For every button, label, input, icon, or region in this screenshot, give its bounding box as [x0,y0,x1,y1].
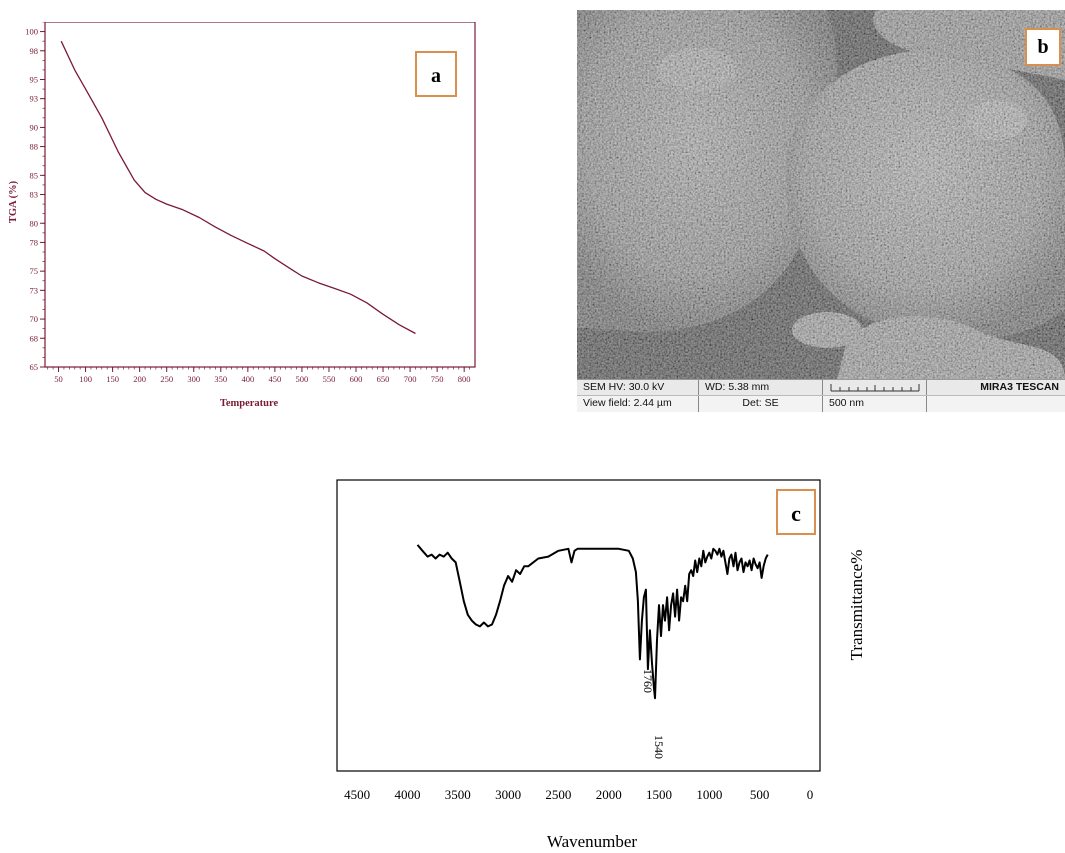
sem-view-field: View field: 2.44 µm [577,396,699,412]
ftir-x-tick-label: 4500 [344,787,370,802]
ftir-plot-frame [336,479,821,772]
panel-b-badge: b [1025,28,1061,66]
tga-x-tick-label: 250 [160,374,173,384]
tga-y-tick-label: 65 [30,362,39,372]
panel-c-badge-label: c [791,501,801,526]
sem-scale-bar [823,380,927,396]
tga-x-tick-label: 450 [268,374,281,384]
tga-y-tick-label: 95 [30,75,39,85]
sem-micrograph-panel: b SEM HV: 30.0 kV WD: 5.38 mm MIRA3 TESC… [577,10,1065,412]
tga-x-tick-label: 600 [350,374,363,384]
tga-x-tick-label: 550 [323,374,336,384]
ftir-annotation-1760: 1760 [641,669,655,693]
ftir-annotation-1540: 1540 [652,735,666,759]
tga-series-line-0 [60,40,416,335]
tga-y-tick-label: 68 [30,333,39,343]
sem-info-bar-top: SEM HV: 30.0 kV WD: 5.38 mm MIRA3 TESCAN [577,379,1065,396]
ftir-y-axis-label: Transmittance% [847,550,866,661]
ftir-x-tick-label: 0 [807,787,814,802]
tga-y-tick-label: 88 [30,142,39,152]
tga-x-tick-label: 200 [133,374,146,384]
tga-y-tick-label: 78 [30,237,39,247]
panel-a-badge-label: a [431,65,441,87]
tga-y-tick-label: 100 [25,27,38,37]
tga-y-tick-label: 75 [30,266,39,276]
ftir-x-tick-label: 2500 [545,787,571,802]
tga-x-tick-label: 150 [106,374,119,384]
tga-x-tick-label: 400 [241,374,254,384]
tga-y-tick-label: 93 [30,94,39,104]
sem-bar-spacer [927,396,1065,412]
tga-y-tick-label: 90 [30,122,39,132]
tga-x-tick-label: 500 [296,374,309,384]
sem-wd: WD: 5.38 mm [699,380,823,396]
panel-c-badge-box [776,489,816,535]
sem-info-bar-bottom: View field: 2.44 µm Det: SE 500 nm [577,395,1065,412]
tga-plot-frame [44,22,476,368]
panel-a-badge-box [415,51,457,97]
tga-y-tick-label: 70 [30,314,39,324]
panel-b-badge-label: b [1037,35,1049,58]
tga-x-tick-label: 800 [458,374,471,384]
sem-brand: MIRA3 TESCAN [980,381,1059,393]
tga-x-tick-label: 750 [431,374,444,384]
ftir-x-axis-label: Wavenumber [547,832,638,851]
ftir-chart: 4500 4000 3500 3000 2500 2000 1500 1000 500 0 176… [336,479,866,851]
sem-micrograph-image [577,10,1065,380]
ftir-series [416,544,769,700]
ftir-x-tick-label: 1000 [696,787,722,802]
tga-x-tick-label: 100 [79,374,92,384]
tga-x-tick-label: 350 [214,374,227,384]
sem-detector: Det: SE [699,396,823,412]
ftir-x-tick-label: 3500 [445,787,471,802]
tga-y-axis-label: TGA (%) [8,180,19,223]
ftir-x-tick-label: 1500 [646,787,672,802]
tga-y-tick-label: 83 [30,190,39,200]
tga-y-tick-label: 73 [30,285,39,295]
tga-x-tick-label: 300 [187,374,200,384]
ftir-x-ticks: 4500 4000 3500 3000 2500 2000 1500 1000 500 0 [344,787,813,802]
tga-y-ticks: 65 68 70 73 75 78 80 83 85 88 90 93 95 98 100 [25,22,45,372]
tga-x-tick-label: 50 [54,374,63,384]
tga-x-ticks: 50 100 150 200 250 300 350 400 450 500 550 600 650 70… [47,367,471,384]
tga-y-tick-label: 80 [30,218,39,228]
tga-y-tick-label: 85 [30,170,39,180]
ftir-x-tick-label: 2000 [596,787,622,802]
tga-x-tick-label: 650 [377,374,390,384]
ftir-series-line-0 [416,544,769,700]
ftir-x-tick-label: 500 [750,787,770,802]
ftir-x-tick-label: 3000 [495,787,521,802]
tga-chart: 65 68 70 73 75 78 80 83 85 88 90 93 95 98 100 50 100 150… [8,22,476,409]
tga-series [60,40,416,335]
tga-x-tick-label: 700 [404,374,417,384]
sem-scale-label: 500 nm [823,396,927,412]
tga-y-tick-label: 98 [30,46,39,56]
sem-hv: SEM HV: 30.0 kV [577,380,699,396]
tga-x-axis-label: Temperature [220,398,279,409]
ftir-x-tick-label: 4000 [394,787,420,802]
